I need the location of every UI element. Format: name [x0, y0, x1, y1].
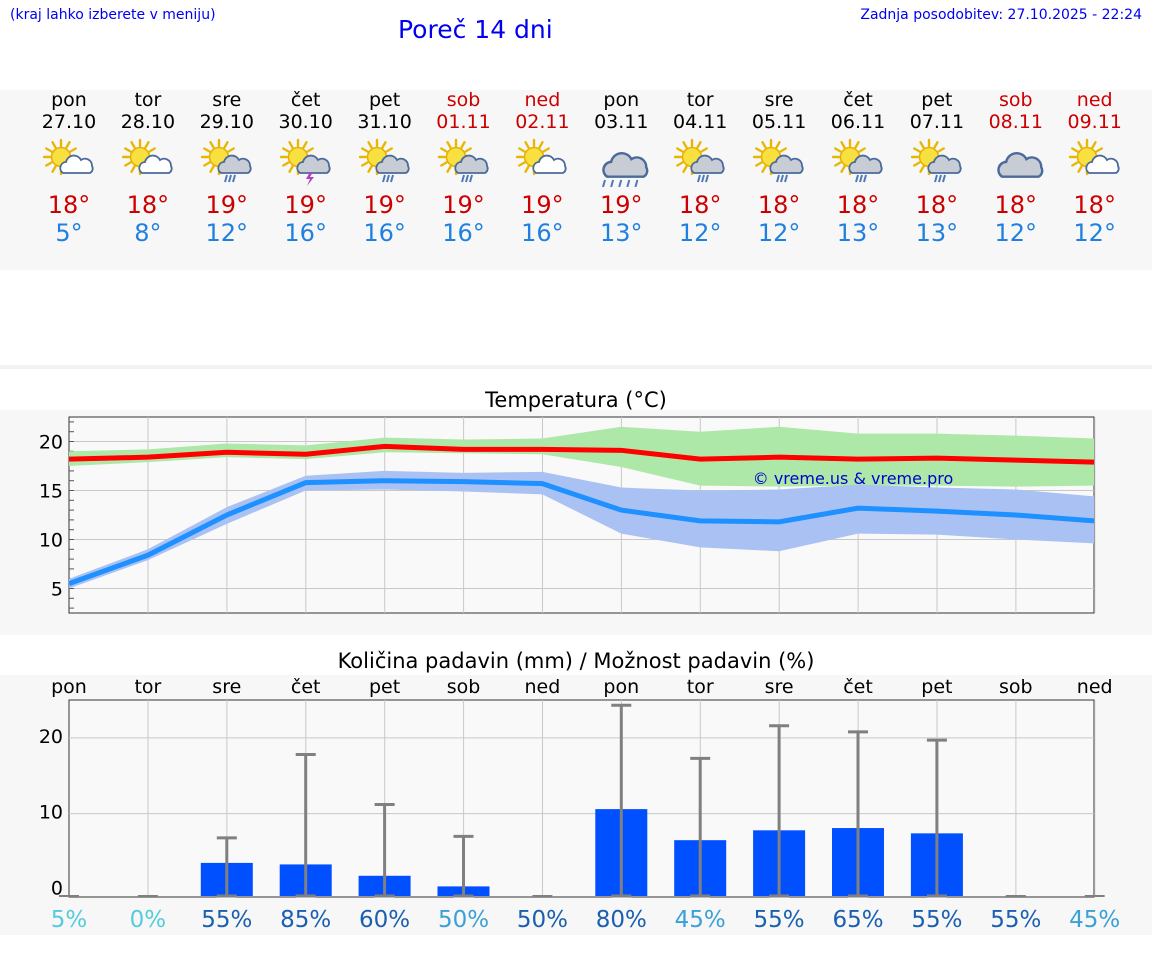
temp-max: 19°	[442, 191, 485, 219]
day-column: sre 05.11 18° 12°	[739, 89, 819, 247]
temp-max: 18°	[757, 191, 801, 219]
day-name: pon	[51, 89, 87, 111]
temp-max: 19°	[600, 191, 643, 219]
day-name: čet	[843, 89, 873, 111]
cloud-icon	[997, 152, 1044, 178]
temp-min: 12°	[205, 219, 249, 247]
temp-min: 12°	[678, 219, 722, 247]
day-name: ned	[1076, 89, 1113, 111]
temp-min: 13°	[600, 219, 643, 247]
temp-max: 18°	[1073, 191, 1116, 219]
day-name: pon	[603, 89, 640, 111]
temp-max: 19°	[363, 191, 406, 219]
day-name: čet	[290, 89, 321, 111]
sun-cloud-rain-icon	[200, 138, 252, 183]
day-column: sob 08.11 18° 12°	[976, 89, 1056, 247]
temp-min: 12°	[1073, 219, 1116, 247]
cloud-rain-icon	[602, 152, 649, 187]
temp-min: 12°	[994, 219, 1038, 247]
day-name: ned	[524, 89, 561, 111]
temp-max: 18°	[836, 191, 880, 219]
day-name: sre	[212, 89, 242, 111]
temp-max: 19°	[284, 191, 327, 219]
divider	[0, 365, 1152, 369]
temp-max: 18°	[915, 191, 959, 219]
precip-chart-title: Količina padavin (mm) / Možnost padavin …	[337, 649, 815, 673]
day-column: pet 31.10 19° 16°	[345, 89, 425, 247]
temp-min: 16°	[284, 219, 327, 247]
day-column: čet 30.10 19° 16°	[266, 89, 346, 247]
day-column: ned 02.11 19° 16°	[502, 89, 582, 247]
sun-cloud-rain-icon	[910, 138, 962, 183]
day-column: tor 28.10 18° 8°	[108, 89, 188, 247]
temp-max: 18°	[126, 191, 170, 219]
temp-max: 18°	[47, 191, 91, 219]
sun-cloud-rain-icon	[673, 138, 725, 183]
temp-min: 13°	[915, 219, 959, 247]
sun-cloud-icon	[1068, 138, 1120, 176]
day-name: tor	[686, 89, 714, 111]
last-updated: Zadnja posodobitev: 27.10.2025 - 22:24	[860, 7, 1142, 23]
day-date: 02.11	[515, 111, 570, 133]
day-date: 03.11	[594, 111, 649, 133]
menu-hint: (kraj lahko izberete v meniju)	[10, 7, 216, 23]
day-date: 08.11	[988, 111, 1043, 133]
day-date: 06.11	[830, 111, 886, 133]
temp-min: 16°	[521, 219, 564, 247]
day-date: 01.11	[436, 111, 491, 133]
temp-max: 19°	[521, 191, 564, 219]
sun-cloud-icon	[42, 138, 94, 176]
temp-min: 16°	[363, 219, 406, 247]
day-column: pon 03.11 19° 13°	[581, 89, 661, 247]
day-name: sob	[999, 89, 1033, 111]
day-date: 05.11	[751, 111, 807, 133]
day-date: 28.10	[120, 111, 176, 133]
day-column: tor 04.11 18° 12°	[660, 89, 740, 247]
page-title: Poreč 14 dni	[398, 15, 553, 44]
sun-cloud-icon	[121, 138, 173, 176]
temp-min: 13°	[836, 219, 880, 247]
sun-cloud-rain-icon	[752, 138, 804, 183]
temp-max: 19°	[205, 191, 249, 219]
day-name: pet	[921, 89, 953, 111]
temp-max: 18°	[678, 191, 722, 219]
sun-cloud-icon	[516, 138, 567, 176]
day-column: čet 06.11 18° 13°	[818, 89, 898, 247]
temp-panel	[0, 410, 1152, 635]
day-name: sre	[764, 89, 794, 111]
precip-panel	[0, 675, 1152, 935]
day-column: sob 01.11 19° 16°	[424, 89, 504, 247]
day-date: 09.11	[1067, 111, 1122, 133]
day-date: 29.10	[199, 111, 254, 133]
temp-min: 8°	[134, 219, 162, 247]
day-date: 04.11	[672, 111, 728, 133]
temp-min: 16°	[442, 219, 485, 247]
day-column: ned 09.11 18° 12°	[1055, 89, 1135, 247]
temp-max: 18°	[994, 191, 1038, 219]
temp-min: 5°	[55, 219, 83, 247]
day-date: 27.10	[41, 111, 97, 133]
day-date: 07.11	[909, 111, 965, 133]
day-column: pon 27.10 18° 5°	[29, 89, 109, 247]
sun-cloud-rain-icon	[358, 138, 410, 183]
day-date: 30.10	[278, 111, 333, 133]
day-name: pet	[368, 89, 401, 111]
sun-cloud-rain-icon	[437, 138, 489, 183]
day-name: tor	[134, 89, 162, 111]
temp-chart-title: Temperatura (°C)	[485, 388, 667, 412]
day-name: sob	[446, 89, 481, 111]
sun-cloud-rain-icon	[831, 138, 883, 183]
sun-thunder-icon	[279, 138, 331, 186]
day-column: pet 07.11 18° 13°	[897, 89, 977, 247]
day-column: sre 29.10 19° 12°	[187, 89, 267, 247]
forecast-strip	[0, 90, 1152, 270]
day-date: 31.10	[357, 111, 412, 133]
temp-min: 12°	[757, 219, 801, 247]
